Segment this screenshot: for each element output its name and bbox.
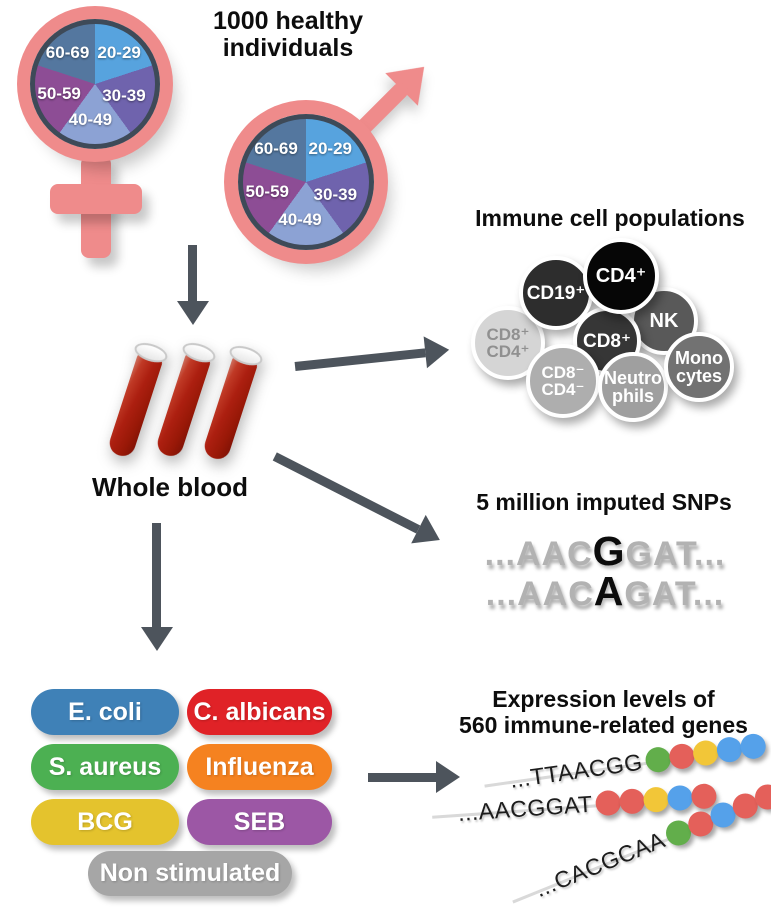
expression-dot-blue [666,784,694,811]
cell-label: cytes [675,366,723,386]
arrow-blood-to-stimuli [141,523,173,651]
age-label-40-49: 40-49 [278,209,322,229]
expression-dot-blue [714,735,744,764]
expression-dot-red [594,789,622,816]
arrow-blood-to-immune-cells [293,333,451,382]
cell-circle-monocytes: Mono cytes [664,332,734,402]
snp-seq-post: GAT... [624,575,725,613]
arrow-shaft [368,772,436,782]
immune-cells-title: Immune cell populations [475,205,745,231]
expression-dot-blue [738,731,767,761]
age-label-30-39: 30-39 [313,184,358,204]
age-label-20-29: 20-29 [308,139,352,159]
expression-dot-yellow [642,785,670,813]
snp-seq-pre: ...AAC [485,575,594,613]
arrow-head-icon [423,333,451,369]
expression-dot-green [643,745,672,774]
expression-dot-red [667,741,696,771]
arrow-shaft [272,451,421,534]
age-label-40-49: 40-49 [68,110,113,130]
stimulus-pill-ecoli: E. coli [31,689,179,735]
female-age-pie-chart: 20-29 30-39 40-49 50-59 60-69 [30,19,160,149]
age-label-30-39: 30-39 [102,86,146,106]
cell-label: CD4⁻ [541,380,585,399]
arrow-shaft [294,347,426,371]
cell-circle-cd4pos: CD4⁺ [583,238,659,314]
cell-label: CD19⁺ [526,282,586,304]
cell-label: CD4⁺ [486,342,530,361]
stimulus-pill-non-stimulated: Non stimulated [88,851,292,896]
arrow-head-icon [436,761,460,793]
cell-label: CD8⁻ [541,363,585,382]
snp-variant-allele: G [592,528,626,574]
snp-sequence-2: ...AACAGAT... [440,568,770,615]
age-label-20-29: 20-29 [97,43,141,63]
stimulus-pill-calbicans: C. albicans [187,689,332,735]
cell-circle-cd8neg-cd4neg: CD8⁻ CD4⁻ [526,344,600,418]
male-age-pie-chart: 20-29 30-39 40-49 50-59 60-69 [238,114,374,250]
cell-label: CD4⁺ [595,265,647,287]
snps-title: 5 million imputed SNPs [476,489,732,515]
cohort-title-line2: individuals [222,34,354,62]
cell-label: phils [611,386,654,406]
cell-label: Neutro [604,368,662,388]
female-symbol-crossbar [50,184,142,214]
arrow-head-icon [177,301,209,325]
cell-label: CD8⁺ [486,325,530,344]
cell-label: NK [649,310,679,332]
cell-label: Mono [675,348,723,368]
stimulus-pill-influenza: Influenza [187,744,332,790]
cohort-title: 1000 healthy individuals [188,8,388,62]
arrow-blood-to-snps [268,442,448,555]
snp-variant-allele: A [593,568,625,614]
snp-seq-post: GAT... [625,535,726,573]
age-label-60-69: 60-69 [254,139,298,159]
stimulus-pill-seb: SEB [187,799,332,845]
whole-blood-label: Whole blood [92,472,248,502]
expression-dot-yellow [691,738,720,767]
arrow-stimuli-to-expression [368,761,460,793]
gene-sequence: ...CACGCAA [530,825,669,902]
cell-label: CD8⁺ [582,330,632,352]
snp-sequence-1: ...AACGGAT... [440,528,770,575]
arrow-head-icon [141,627,173,651]
expression-dot-red [618,787,646,815]
cell-circle-neutrophils: Neutro phils [598,352,668,422]
arrow-shaft [188,245,198,301]
blood-tube-body [201,354,259,463]
cohort-title-line1: 1000 healthy [212,7,364,35]
snp-seq-pre: ...AAC [484,535,593,573]
stimulus-pill-bcg: BCG [31,799,179,845]
age-label-50-59: 50-59 [37,84,81,103]
stimulus-pill-saureus: S. aureus [31,744,179,790]
expression-title-line1: Expression levels of [492,686,715,712]
age-label-50-59: 50-59 [245,182,289,201]
expression-title: Expression levels of 560 immune-related … [438,686,769,739]
age-label-60-69: 60-69 [45,43,90,63]
arrow-cohort-to-blood [177,245,209,325]
expression-title-line2: 560 immune-related genes [459,711,748,738]
arrow-shaft [152,523,162,627]
gene-sequence: ...AACGGAT [457,790,594,826]
